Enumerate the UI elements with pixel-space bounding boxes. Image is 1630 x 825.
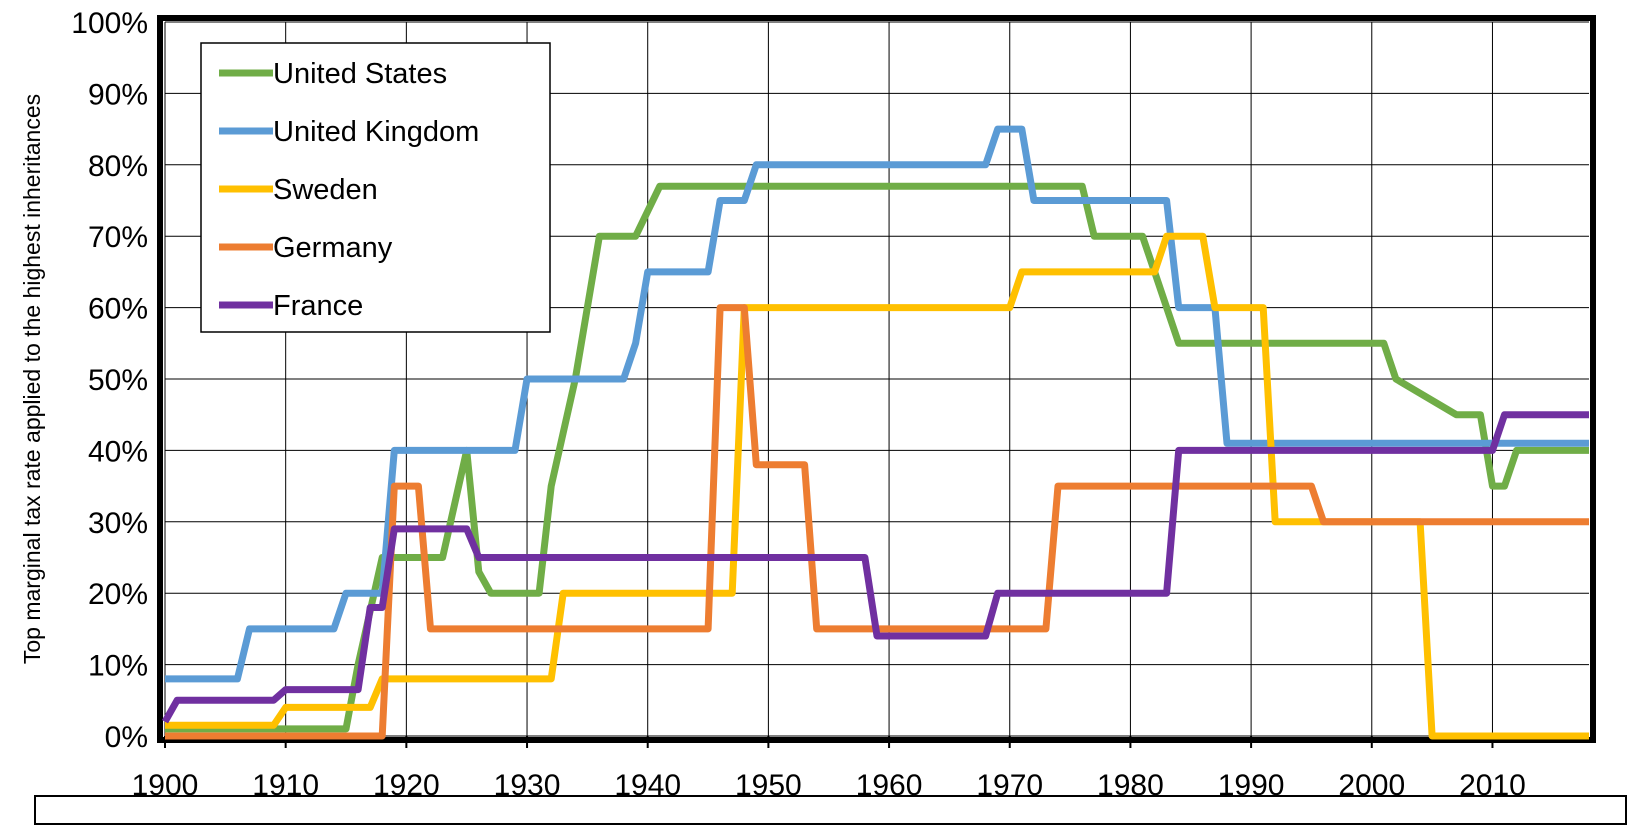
y-tick-label: 10% <box>88 650 148 683</box>
legend-label-united-states: United States <box>273 58 447 90</box>
y-tick-label: 50% <box>88 364 148 397</box>
series-line-united-states <box>165 182 1589 733</box>
y-tick-label: 80% <box>88 150 148 183</box>
y-axis-label: Top marginal tax rate applied to the hig… <box>19 94 45 664</box>
y-axis-ticks: 0% 10% 20% 30% 40% 50% 60% 70% 80% 90% 100% <box>71 7 148 754</box>
series-lines <box>161 125 1589 740</box>
plot-area-border <box>157 15 1596 743</box>
series-line-united-kingdom <box>165 125 1589 683</box>
legend-label-germany: Germany <box>273 232 393 264</box>
y-tick-label: 90% <box>88 78 148 111</box>
y-tick-label: 20% <box>88 578 148 611</box>
legend: United States United Kingdom Sweden Germany… <box>200 42 551 333</box>
legend-label-united-kingdom: United Kingdom <box>273 116 479 148</box>
y-tick-label: 60% <box>88 293 148 326</box>
y-tick-label: 70% <box>88 221 148 254</box>
legend-label-france: France <box>273 290 363 322</box>
legend-label-sweden: Sweden <box>273 174 378 206</box>
y-tick-label: 0% <box>105 721 148 754</box>
notes-box-edge <box>34 795 1627 825</box>
y-tick-label: 100% <box>71 7 148 40</box>
series-line-france <box>161 411 1589 724</box>
series-line-germany <box>165 304 1589 740</box>
y-tick-label: 40% <box>88 435 148 468</box>
y-tick-label: 30% <box>88 507 148 540</box>
